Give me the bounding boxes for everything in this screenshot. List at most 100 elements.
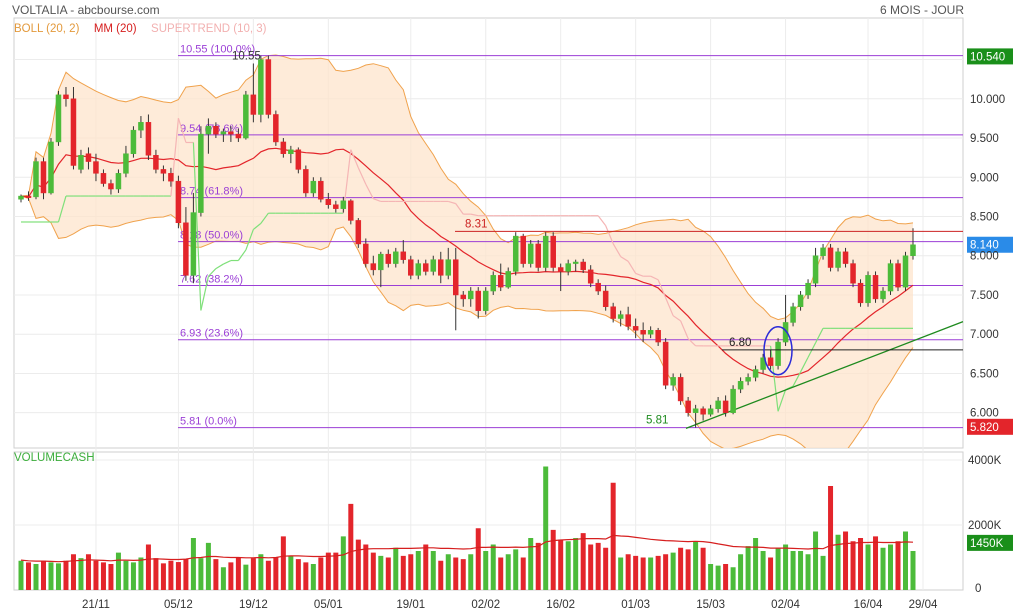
mm20-line: [20, 147, 914, 378]
x-tick-label: 19/12: [239, 599, 268, 611]
candle-body: [790, 306, 796, 323]
supertrend-segment: [597, 215, 607, 226]
candle-body: [797, 294, 804, 307]
candle-body: [235, 133, 242, 139]
price-badge-text: 8.140: [970, 240, 999, 252]
volume-bar: [453, 557, 459, 590]
candle-body: [25, 195, 32, 198]
volume-bar: [48, 562, 54, 590]
candle-body: [430, 259, 437, 272]
chart-title: VOLTALIA - abcbourse.com: [12, 3, 160, 17]
volume-bar: [415, 551, 421, 590]
supertrend-segment: [680, 320, 689, 339]
x-tick-label: 01/03: [621, 599, 650, 611]
candle-body: [33, 161, 39, 198]
volume-bar: [813, 531, 819, 590]
volume-bar: [205, 542, 211, 590]
candle-body: [880, 290, 886, 300]
supertrend-segment: [170, 118, 180, 197]
volume-bar: [100, 562, 106, 590]
supertrend-segment: [57, 195, 67, 223]
candle-body: [775, 341, 781, 366]
x-tick-label: 02/04: [771, 599, 800, 611]
candle-body: [595, 282, 601, 292]
y-tick-label: 9.000: [970, 172, 999, 184]
volume-bar: [18, 560, 24, 590]
volume-bar: [295, 559, 301, 590]
supertrend-segment: [245, 229, 254, 251]
candle-body: [385, 253, 392, 264]
candle-body: [273, 114, 279, 143]
volume-bar: [408, 554, 414, 590]
volume-bar: [685, 549, 691, 590]
annotation-high: 10.55: [232, 51, 261, 63]
candle-body: [647, 330, 654, 335]
supertrend-segment: [470, 213, 479, 217]
candle-body: [78, 155, 84, 170]
x-tick-label: 19/01: [396, 599, 425, 611]
candle-body: [550, 235, 556, 268]
price-badge: [967, 48, 1013, 65]
candle-body: [887, 263, 894, 292]
candle-body: [842, 251, 849, 264]
candle-body: [602, 290, 609, 307]
volume-bar: [190, 538, 196, 590]
volume-bar: [310, 564, 316, 590]
bollinger-fill: [21, 55, 913, 448]
candle-body: [63, 94, 69, 100]
volume-bar: [738, 554, 744, 590]
volume-bar: [753, 538, 759, 590]
candle-body: [580, 261, 586, 271]
price-badge: [967, 418, 1013, 435]
candle-body: [902, 255, 909, 288]
volume-bar: [363, 544, 369, 590]
volume-bar: [865, 544, 871, 590]
candle-body: [423, 263, 429, 272]
supertrend-segment: [672, 315, 681, 322]
supertrend-segment: [612, 243, 622, 257]
legend-boll: BOLL (20, 2): [14, 23, 80, 35]
supertrend-segment: [800, 357, 809, 373]
candle-body: [482, 290, 489, 311]
fibonacci-label: 7.62 (38.2%): [180, 274, 243, 286]
x-tick-label: 16/02: [546, 599, 575, 611]
candle-body: [108, 183, 114, 190]
volume-bar: [63, 560, 69, 590]
volume-bar: [858, 538, 864, 590]
supertrend-segment: [200, 276, 209, 311]
volume-bar: [498, 557, 504, 590]
volume-bar: [700, 547, 706, 590]
candle-body: [707, 408, 714, 415]
volume-bar: [333, 552, 339, 590]
supertrend-segment: [357, 167, 367, 185]
volume-bar: [93, 560, 99, 590]
volume-bar: [25, 562, 31, 590]
volume-bar: [573, 538, 579, 590]
supertrend-segment: [620, 256, 629, 262]
candle-body: [752, 369, 759, 378]
volume-badge: [967, 534, 1013, 551]
candle-body: [520, 235, 526, 264]
volume-bar: [820, 555, 826, 590]
period-label: 6 MOIS - JOUR: [879, 3, 964, 17]
volume-bar: [40, 560, 46, 590]
volume-bar: [783, 544, 789, 590]
candle-body: [220, 131, 227, 135]
volume-bar: [258, 554, 264, 590]
volume-bar: [528, 538, 534, 590]
legend-mm: MM (20): [93, 23, 137, 35]
y-tick-label: 8.500: [970, 211, 999, 223]
volume-bar: [160, 563, 166, 590]
volume-bar: [145, 544, 151, 590]
volume-bar: [768, 557, 774, 590]
candle-body: [303, 169, 309, 194]
price-badge-text: 5.820: [970, 422, 999, 434]
x-tick-label: 29/04: [909, 599, 938, 611]
volume-bar: [903, 531, 909, 590]
supertrend-segment: [777, 389, 787, 412]
volume-bar: [340, 536, 346, 590]
candle-body: [812, 255, 819, 284]
candle-body: [467, 290, 474, 300]
volume-bar: [273, 557, 279, 590]
